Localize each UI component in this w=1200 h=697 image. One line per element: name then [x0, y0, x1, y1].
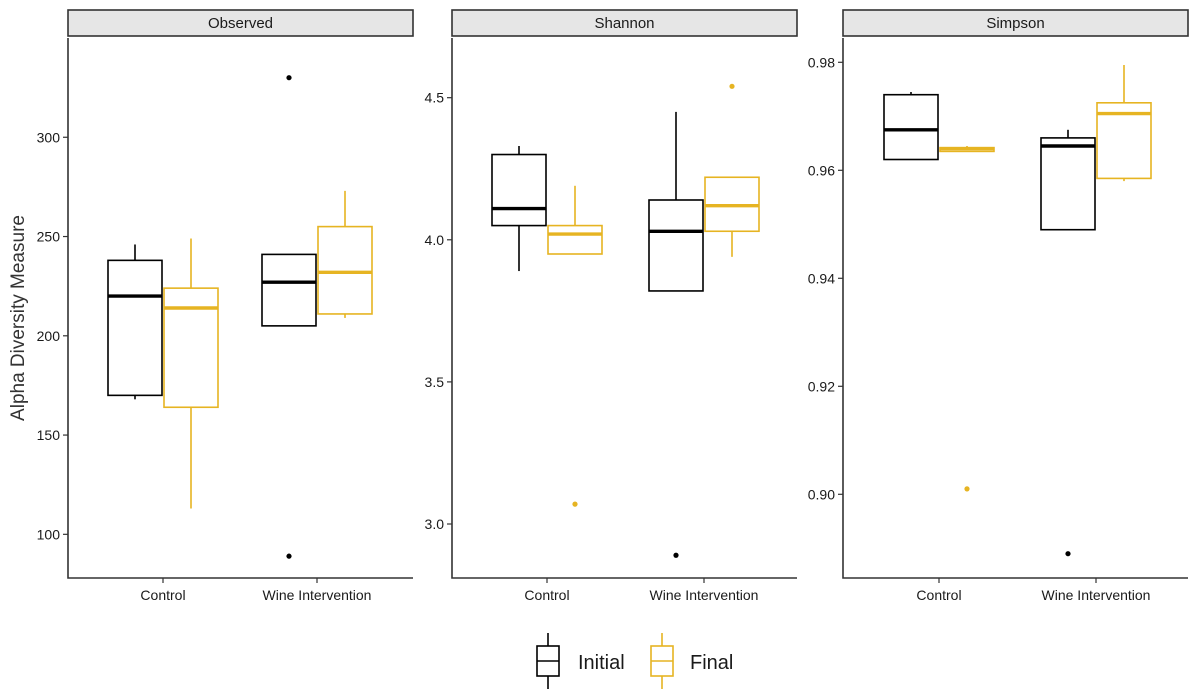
box-wine-intervention-final: [704, 83, 760, 257]
box-iqr: [547, 224, 603, 255]
y-tick-label: 0.98: [808, 54, 835, 70]
box-iqr: [1040, 137, 1096, 231]
box-iqr: [491, 153, 547, 227]
legend-item-initial: Initial: [536, 633, 625, 689]
panels: Observed 100 150 200 250 300 Control Wine Inter…: [37, 9, 1189, 603]
box-iqr: [261, 253, 317, 327]
y-tick-label: 3.0: [425, 516, 445, 532]
box-wine-intervention-initial: [1040, 129, 1096, 557]
y-tick-label: 300: [37, 129, 61, 145]
x-tick-label: Control: [524, 587, 569, 603]
panel-strip: [451, 9, 798, 37]
legend-label: Initial: [578, 652, 625, 674]
legend-label: Final: [690, 652, 733, 674]
outlier-point: [572, 501, 578, 507]
box-iqr: [163, 287, 219, 409]
y-tick-label: 4.5: [425, 90, 445, 106]
box-control-initial: [491, 146, 547, 272]
x-tick-label: Wine Intervention: [650, 587, 759, 603]
y-tick-label: 3.5: [425, 374, 445, 390]
x-tick-label: Control: [916, 587, 961, 603]
panel-title: Simpson: [986, 15, 1044, 32]
axis-lines: [451, 38, 797, 579]
y-tick-label: 0.96: [808, 162, 835, 178]
panel-strip: [842, 9, 1189, 37]
box-control-final: [163, 238, 219, 509]
box-control-final: [547, 185, 603, 507]
y-tick-label: 0.90: [808, 486, 835, 502]
y-tick-label: 100: [37, 526, 61, 542]
y-tick-label: 4.0: [425, 232, 445, 248]
outlier-point: [1065, 551, 1071, 557]
panel-observed: Observed 100 150 200 250 300 Control Wine Inter…: [37, 9, 414, 603]
panel-shannon: Shannon 3.0 3.5 4.0 4.5 Control Wine Intervent…: [425, 9, 798, 603]
box-control-initial: [107, 244, 163, 400]
outlier-point: [964, 486, 970, 492]
box-wine-intervention-final: [1096, 65, 1152, 182]
box-iqr: [883, 93, 939, 161]
box-control-initial: [883, 92, 939, 161]
box-wine-intervention-final: [317, 190, 373, 318]
axis-lines: [67, 38, 413, 579]
panel-title: Shannon: [594, 15, 654, 32]
x-tick-label: Wine Intervention: [263, 587, 372, 603]
box-iqr: [317, 225, 373, 315]
y-axis-label: Alpha Diversity Measure: [8, 215, 29, 421]
y-tick-label: 200: [37, 328, 61, 344]
panel-simpson: Simpson 0.90 0.92 0.94 0.96 0.98 Control Wine I…: [808, 9, 1189, 603]
outlier-point: [729, 83, 735, 89]
box-wine-intervention-initial: [648, 111, 704, 558]
outlier-point: [673, 552, 679, 558]
legend-item-final: Final: [650, 633, 733, 689]
axis-lines: [842, 38, 1188, 579]
box-iqr: [107, 259, 163, 397]
panel-strip: [67, 9, 414, 37]
box-wine-intervention-initial: [261, 75, 317, 559]
y-tick-label: 250: [37, 229, 61, 245]
panel-title: Observed: [208, 15, 273, 32]
y-tick-label: 0.92: [808, 378, 835, 394]
y-tick-label: 150: [37, 427, 61, 443]
outlier-point: [286, 553, 292, 559]
y-tick-label: 0.94: [808, 270, 835, 286]
outlier-point: [286, 75, 292, 81]
legend: Initial Final: [536, 633, 733, 689]
box-control-final: [939, 146, 995, 492]
box-iqr: [1096, 102, 1152, 180]
box-iqr: [648, 199, 704, 292]
x-tick-label: Control: [140, 587, 185, 603]
x-tick-label: Wine Intervention: [1042, 587, 1151, 603]
